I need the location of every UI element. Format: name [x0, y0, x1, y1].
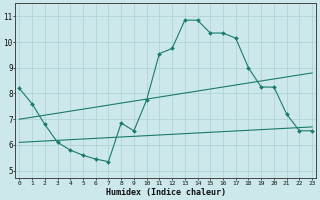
X-axis label: Humidex (Indice chaleur): Humidex (Indice chaleur) [106, 188, 226, 197]
